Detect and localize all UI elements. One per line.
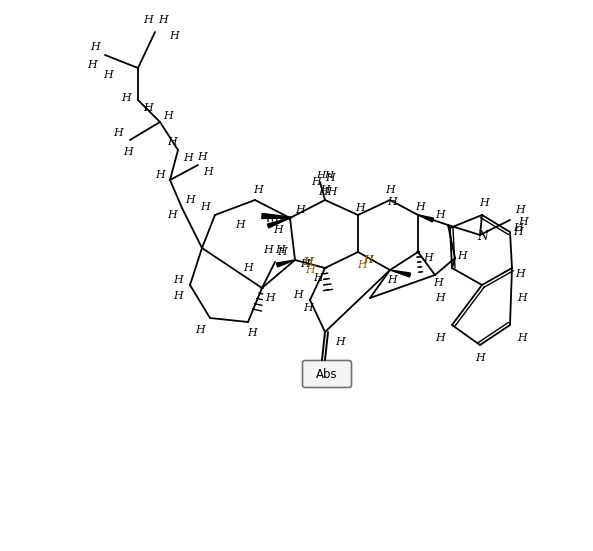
Text: H: H <box>173 275 183 285</box>
Text: H: H <box>320 185 330 195</box>
Text: H: H <box>265 293 275 303</box>
Text: H: H <box>197 152 207 162</box>
Text: H: H <box>357 260 367 270</box>
Text: H: H <box>247 328 257 338</box>
Text: H: H <box>423 253 433 263</box>
Text: H: H <box>303 303 313 313</box>
Text: N: N <box>477 230 489 244</box>
Text: H: H <box>435 293 445 303</box>
Text: H: H <box>325 173 335 183</box>
Text: H: H <box>300 259 310 269</box>
Text: H: H <box>155 170 165 180</box>
Text: H: H <box>518 217 528 227</box>
Text: H: H <box>415 202 425 212</box>
Text: H: H <box>479 198 489 208</box>
FancyBboxPatch shape <box>302 360 352 387</box>
Text: H: H <box>143 103 153 113</box>
Text: H: H <box>513 227 523 237</box>
Polygon shape <box>276 260 295 267</box>
Text: H: H <box>313 273 323 283</box>
Text: H: H <box>295 205 305 215</box>
Text: H: H <box>515 269 525 279</box>
Text: H: H <box>263 245 273 255</box>
Polygon shape <box>390 270 410 277</box>
Text: H: H <box>243 263 253 273</box>
Text: Abs: Abs <box>316 368 338 381</box>
Text: H: H <box>513 223 523 233</box>
Text: H: H <box>355 203 365 213</box>
Text: H: H <box>293 290 303 300</box>
Text: H: H <box>90 42 100 52</box>
Text: H: H <box>167 137 177 147</box>
Text: H: H <box>311 177 321 187</box>
Text: H: H <box>253 185 263 195</box>
Text: H: H <box>335 337 345 347</box>
Text: H: H <box>435 333 445 343</box>
Text: H: H <box>163 111 173 121</box>
Text: H: H <box>123 147 133 157</box>
Text: H: H <box>277 247 287 257</box>
Text: H: H <box>273 225 283 235</box>
Polygon shape <box>262 213 290 219</box>
Text: H: H <box>103 70 113 80</box>
Text: H: H <box>457 251 467 261</box>
Text: H: H <box>305 265 315 275</box>
Polygon shape <box>418 215 433 222</box>
Text: H: H <box>121 93 131 103</box>
Text: H: H <box>169 31 179 41</box>
Text: H: H <box>235 220 245 230</box>
Text: H: H <box>387 197 397 207</box>
Polygon shape <box>267 218 290 228</box>
Text: H: H <box>87 60 97 70</box>
Text: H: H <box>363 255 373 265</box>
Text: H: H <box>185 195 195 205</box>
Text: H: H <box>203 167 213 177</box>
Text: H: H <box>183 153 193 163</box>
Text: H: H <box>113 128 123 138</box>
Text: H: H <box>475 353 485 363</box>
Text: HH: HH <box>316 170 334 180</box>
Text: H: H <box>515 205 525 215</box>
Text: H: H <box>435 210 445 220</box>
Text: H: H <box>200 202 210 212</box>
Text: H: H <box>195 325 205 335</box>
Text: H: H <box>303 257 313 267</box>
Text: H: H <box>158 15 168 25</box>
Text: H: H <box>385 185 395 195</box>
Text: H: H <box>275 245 285 255</box>
Text: H: H <box>143 15 153 25</box>
Text: H: H <box>517 333 527 343</box>
Text: H: H <box>167 210 177 220</box>
Text: H: H <box>433 278 443 288</box>
Text: H: H <box>173 291 183 301</box>
Text: HH: HH <box>318 187 338 197</box>
Text: H: H <box>363 255 373 265</box>
Text: H: H <box>303 257 313 267</box>
Text: H: H <box>517 293 527 303</box>
Text: H: H <box>387 275 397 285</box>
